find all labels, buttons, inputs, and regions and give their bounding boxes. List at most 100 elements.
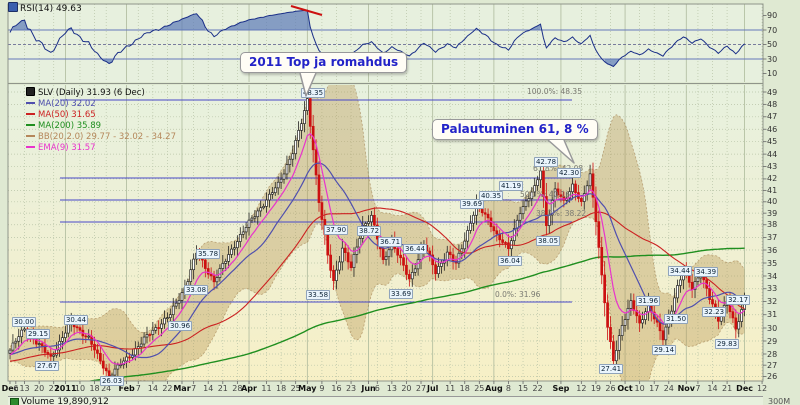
x-axis-label: 10	[74, 384, 86, 393]
y-axis-label: 35	[767, 258, 778, 268]
x-axis-label: Feb	[118, 384, 135, 393]
annotation-callout-top: 2011 Top ja romahdus	[240, 52, 408, 73]
y-axis-label: 27	[767, 360, 778, 370]
price-label: 38.05	[535, 236, 561, 246]
y-axis-label: 48	[767, 99, 778, 109]
x-axis-label: Dec	[736, 384, 753, 393]
y-axis-label: 47	[767, 112, 778, 122]
y-axis-label: 39	[767, 208, 778, 218]
x-axis-label: 12	[756, 384, 768, 393]
x-axis-label: Jul	[426, 384, 439, 393]
legend-swatch	[26, 135, 35, 137]
fib-level-label: 38.2%: 38.22	[536, 209, 587, 218]
x-axis-label: 14	[203, 384, 214, 393]
price-label: 29.15	[25, 329, 51, 339]
price-label: 29.83	[714, 339, 740, 349]
legend-item: MA(200) 35.89	[26, 121, 176, 132]
y-axis-label: 28	[767, 349, 778, 359]
legend-text: BB(20,2.0) 29.77 - 32.02 - 34.27	[38, 132, 176, 142]
y-axis-label: 37	[767, 232, 778, 242]
x-axis-label: 27	[415, 384, 427, 393]
legend-text: MA(20) 32.02	[38, 99, 96, 109]
price-label: 32.23	[701, 307, 727, 317]
price-label: 48.35	[300, 88, 326, 98]
rsi-axis-label: 10	[767, 69, 778, 78]
price-label: 36.71	[377, 237, 403, 247]
x-axis-label: 18	[89, 384, 100, 393]
x-axis-label: 11	[445, 384, 456, 393]
price-label: 33.08	[183, 285, 209, 295]
x-axis-label: Mar	[173, 384, 191, 393]
chart-type-icon	[26, 87, 35, 96]
price-label: 31.96	[635, 296, 661, 306]
legend-text: MA(50) 31.65	[38, 110, 96, 120]
y-axis-label: 34	[767, 271, 778, 281]
x-axis-label: 22	[532, 384, 543, 393]
annotation-callout-recovery: Palautuminen 61, 8 %	[432, 119, 598, 140]
legend-text: EMA(9) 31.57	[38, 143, 96, 153]
y-axis-label: 45	[767, 137, 778, 147]
x-axis-label: 18	[459, 384, 470, 393]
price-label: 37.90	[323, 225, 349, 235]
price-label: 26.03	[99, 376, 125, 386]
x-axis-label: 24	[663, 384, 674, 393]
x-axis-label: 2011	[54, 384, 77, 393]
x-axis-label: 8	[505, 384, 511, 393]
x-axis-label: 24	[101, 384, 112, 393]
chart-title: SLV (Daily) 31.93 (6 Dec)	[38, 88, 145, 98]
price-label: 42.30	[556, 168, 582, 178]
fib-level-label: 50.0%: 40.16	[520, 190, 571, 199]
y-axis-label: 29	[767, 336, 778, 346]
legend-item: MA(50) 31.65	[26, 110, 176, 121]
y-axis-label: 46	[767, 124, 778, 134]
x-axis-label: 26	[605, 384, 616, 393]
price-label: 30.44	[63, 315, 89, 325]
price-label: 34.39	[693, 267, 719, 277]
x-axis-label: 21	[217, 384, 228, 393]
price-label: 35.78	[195, 249, 221, 259]
x-axis-label: 7	[695, 384, 701, 393]
x-axis-label: Oct	[617, 384, 633, 393]
x-axis-label: 20	[34, 384, 45, 393]
x-axis-label: 25	[290, 384, 301, 393]
x-axis-label: 10	[634, 384, 645, 393]
y-axis-label: 32	[767, 296, 778, 306]
y-axis-label: 44	[767, 149, 778, 159]
x-axis-label: 9	[319, 384, 325, 393]
price-label: 40.35	[478, 191, 504, 201]
x-axis-label: Nov	[677, 384, 695, 393]
price-label: 31.50	[663, 314, 689, 324]
x-axis-label: Jun	[361, 384, 376, 393]
price-label: 30.00	[11, 317, 37, 327]
price-label: 42.78	[533, 157, 559, 167]
volume-label: Volume 19,890,912	[21, 397, 109, 405]
x-axis-label: Dec	[1, 384, 19, 393]
x-axis-label: 6	[374, 384, 380, 393]
price-legend: SLV (Daily) 31.93 (6 Dec) MA(20) 32.02 MA…	[26, 87, 176, 154]
x-axis-label: 20	[401, 384, 412, 393]
x-axis-label: May	[298, 384, 317, 393]
x-axis-label: 7	[191, 384, 197, 393]
volume-icon	[10, 398, 19, 405]
price-label: 41.19	[498, 181, 524, 191]
legend-item: EMA(9) 31.57	[26, 143, 176, 154]
x-axis-label: 17	[649, 384, 660, 393]
x-axis-label: 13	[386, 384, 397, 393]
x-axis-label: 14	[147, 384, 158, 393]
y-axis-label: 36	[767, 245, 778, 255]
y-axis-label: 42	[767, 174, 778, 184]
rsi-axis-label: 70	[767, 25, 778, 35]
fib-level-label: 100.0%: 48.35	[527, 87, 582, 96]
x-axis-label: 15	[517, 384, 529, 393]
x-axis-label: 22	[162, 384, 173, 393]
indicator-icon	[8, 2, 18, 12]
x-axis-label: 19	[590, 384, 601, 393]
x-axis-label: 25	[474, 384, 485, 393]
x-axis-label: 12	[576, 384, 587, 393]
rsi-label: RSI(14) 49.63	[20, 4, 82, 14]
x-axis-label: 16	[331, 384, 342, 393]
x-axis-label: Apr	[241, 384, 257, 393]
legend-swatch	[26, 124, 35, 126]
y-axis-label: 41	[767, 185, 778, 195]
